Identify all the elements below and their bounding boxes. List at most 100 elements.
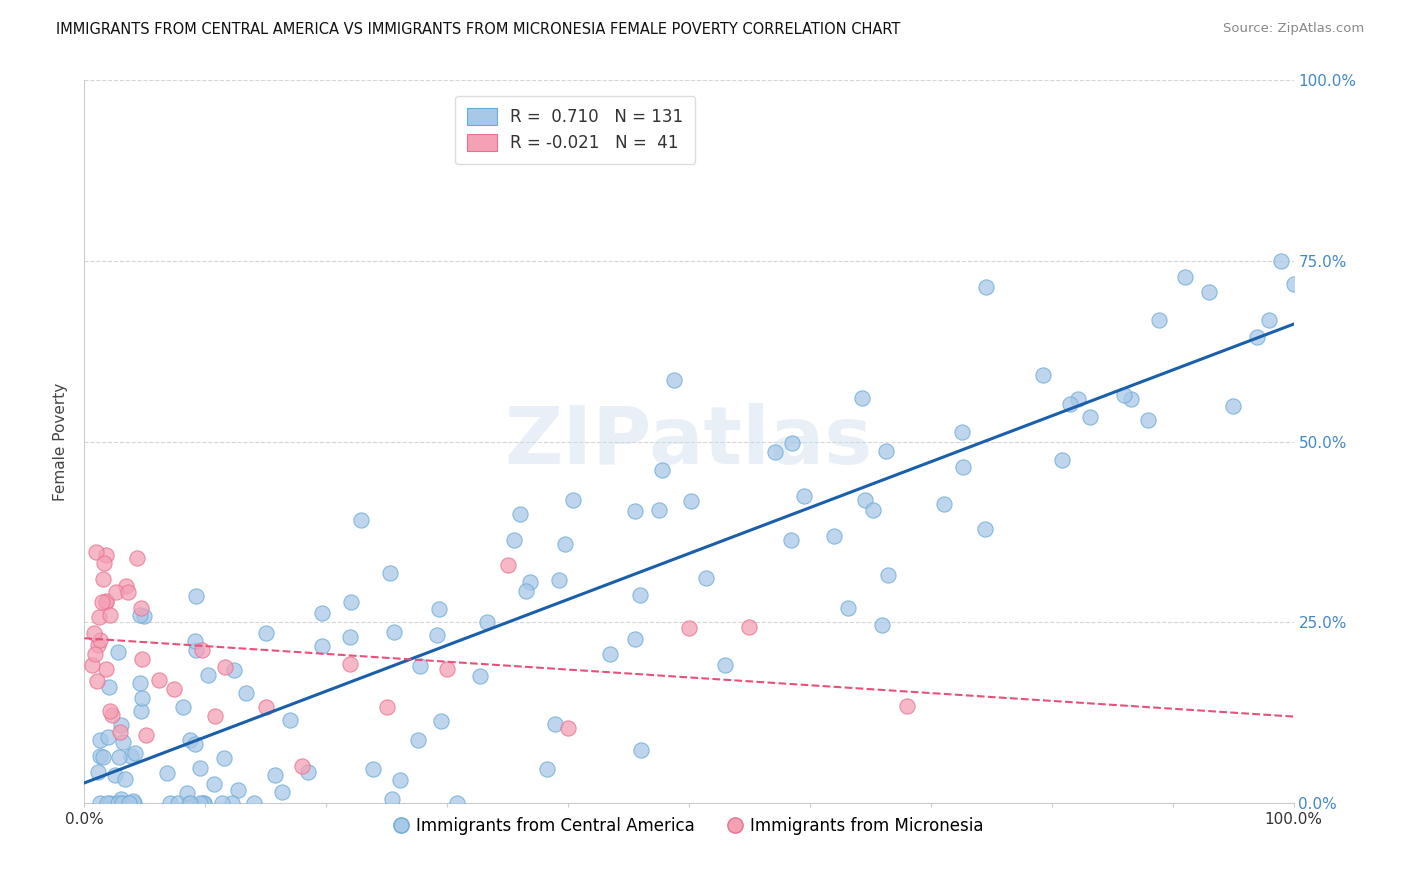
Point [950,425,973,439]
Point [678,622,700,636]
Point [100,796,122,810]
Point [339,657,361,672]
Point [105,584,128,599]
Point [93,572,115,586]
Text: Source: ZipAtlas.com: Source: ZipAtlas.com [1223,22,1364,36]
Point [96,595,118,609]
Point [509,507,531,521]
Point [131,691,153,706]
Point [84,545,107,559]
Point [851,391,873,405]
Point [96,662,118,676]
Point [86,639,108,653]
Point [1222,400,1244,414]
Point [427,602,450,616]
Point [97,730,120,744]
Point [179,796,201,810]
Point [111,735,134,749]
Point [782,436,804,450]
Point [167,796,190,810]
Point [679,494,702,508]
Point [1137,413,1160,427]
Point [129,608,152,623]
Point [738,620,761,634]
Point [122,796,145,810]
Point [131,704,153,718]
Point [496,558,519,573]
Point [91,749,114,764]
Point [378,566,401,581]
Point [193,796,215,810]
Point [89,733,111,747]
Point [83,625,105,640]
Point [235,686,257,700]
Point [254,700,277,714]
Point [876,568,898,582]
Point [89,749,111,764]
Point [86,764,108,779]
Point [1198,285,1220,300]
Point [384,625,406,640]
Point [111,796,134,810]
Point [793,489,815,503]
Point [94,594,117,608]
Point [110,792,132,806]
Point [83,647,105,661]
Text: IMMIGRANTS FROM CENTRAL AMERICA VS IMMIGRANTS FROM MICRONESIA FEMALE POVERTY COR: IMMIGRANTS FROM CENTRAL AMERICA VS IMMIG… [56,22,901,37]
Point [1078,409,1101,424]
Point [96,796,118,810]
Point [763,444,786,458]
Point [862,502,884,516]
Legend: Immigrants from Central America, Immigrants from Micronesia: Immigrants from Central America, Immigra… [388,810,990,841]
Point [1059,397,1081,411]
Point [114,579,136,593]
Point [475,615,498,629]
Point [226,783,249,797]
Point [131,652,153,666]
Point [446,796,468,810]
Point [121,794,143,808]
Point [221,796,243,810]
Point [350,513,373,527]
Point [184,633,207,648]
Point [628,588,651,602]
Point [211,796,233,810]
Point [599,647,621,661]
Point [429,714,451,728]
Point [148,673,170,687]
Point [118,796,141,810]
Point [291,758,314,772]
Point [547,574,569,588]
Point [129,600,152,615]
Point [1282,277,1305,292]
Point [89,633,111,648]
Point [695,571,717,585]
Point [186,589,208,603]
Point [191,796,214,810]
Point [870,617,893,632]
Point [375,699,398,714]
Point [408,733,430,747]
Point [104,767,127,781]
Point [875,444,897,458]
Point [98,680,121,694]
Point [163,682,186,697]
Point [779,533,801,547]
Text: ZIPatlas: ZIPatlas [505,402,873,481]
Point [361,762,384,776]
Point [896,698,918,713]
Point [1258,312,1281,326]
Point [93,556,115,570]
Point [129,676,152,690]
Point [107,645,129,659]
Point [311,606,333,620]
Point [224,663,246,677]
Point [934,497,956,511]
Point [118,796,141,810]
Point [339,630,361,644]
Point [519,574,541,589]
Point [254,625,277,640]
Point [562,492,585,507]
Point [630,743,652,757]
Point [436,662,458,676]
